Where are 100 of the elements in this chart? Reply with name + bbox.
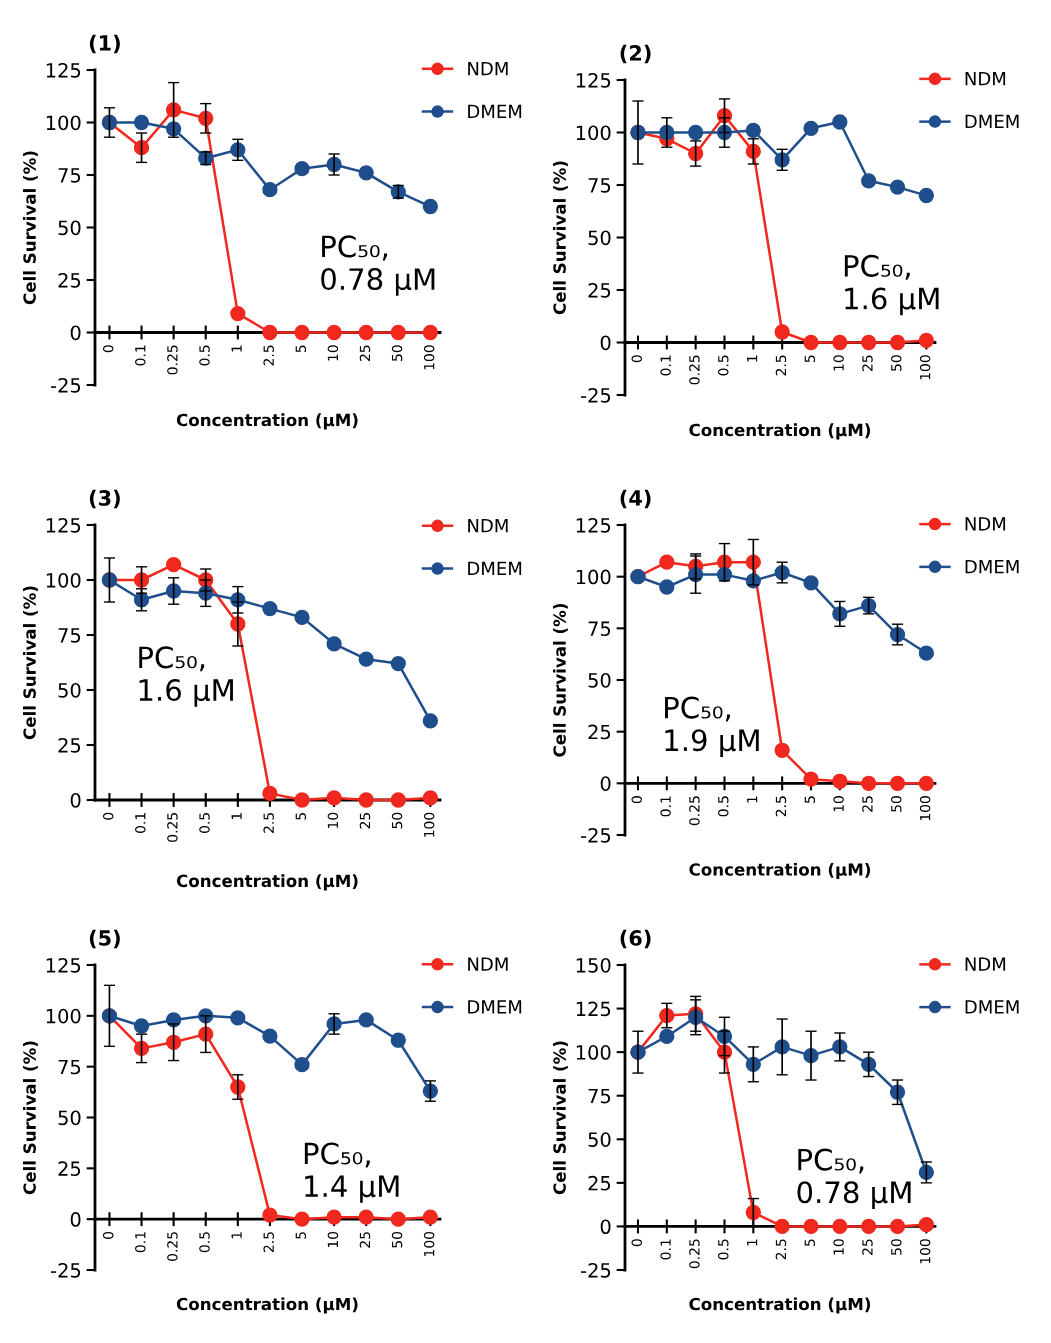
x-tick-label: 2.5 [263, 1232, 274, 1253]
y-tick-label: 100 [46, 1008, 81, 1024]
y-tick-label: 50 [588, 1132, 611, 1147]
x-tick-label: 1 [747, 355, 758, 362]
x-tick-label: 25 [359, 345, 371, 361]
x-tick-label: 50 [891, 355, 902, 371]
legend-label: DMEM [965, 1000, 1019, 1014]
x-tick-label: 5 [804, 1239, 816, 1246]
chart-title: (5) [89, 929, 120, 949]
x-tick-label: 5 [295, 345, 307, 353]
y-tick-label: 50 [588, 672, 611, 688]
x-tick-label: 1 [231, 813, 242, 820]
x-tick-label: 100 [919, 355, 931, 380]
x-tick-label: 5 [295, 1232, 307, 1239]
y-axis-title: Cell Survival (%) [553, 603, 568, 757]
x-tick-label: 0.1 [135, 1232, 146, 1253]
y-tick-label: 75 [588, 621, 611, 636]
x-tick-label: 50 [391, 345, 403, 361]
annotation: PC₅₀, 1.6 µM [139, 646, 233, 707]
x-tick-label: 10 [833, 796, 844, 812]
x-tick-label: 100 [919, 1239, 931, 1264]
legend-label: NDM [468, 519, 508, 533]
legend-label: NDM [468, 62, 508, 76]
x-tick-label: 1 [747, 796, 758, 803]
x-tick-label: 100 [423, 1231, 435, 1256]
y-tick-label: 75 [58, 168, 81, 183]
y-axis-title: Cell Survival (%) [553, 1041, 568, 1195]
legend-label: NDM [965, 517, 1006, 531]
x-tick-label: 0.5 [199, 813, 210, 833]
x-tick-label: 0 [631, 1239, 643, 1247]
x-tick-label: 0 [631, 796, 643, 804]
y-tick-label: 125 [46, 517, 81, 533]
x-axis-title: Concentration (µM) [176, 1297, 358, 1314]
x-tick-label: 0.25 [689, 1239, 700, 1269]
chart-title: (4) [620, 489, 651, 509]
x-tick-label: 10 [327, 812, 339, 828]
y-axis-title: Cell Survival (%) [23, 151, 38, 305]
y-tick-label: 50 [588, 230, 611, 246]
x-tick-label: 0 [102, 1231, 114, 1239]
y-tick-label: -25 [51, 1262, 81, 1278]
x-tick-label: 5 [295, 813, 307, 820]
x-tick-label: 10 [833, 355, 844, 371]
annotation: PC₅₀, 0.78 µM [797, 1148, 911, 1209]
x-tick-label: 25 [862, 355, 873, 371]
y-tick-label: 125 [46, 957, 81, 973]
y-tick-label: -25 [581, 387, 611, 403]
x-tick-label: 100 [423, 812, 435, 837]
y-tick-label: 50 [58, 682, 81, 698]
legend-label: DMEM [468, 104, 522, 118]
x-tick-label: 0 [102, 812, 114, 820]
x-tick-label: 10 [833, 1239, 844, 1255]
x-tick-label: 0.25 [167, 813, 178, 842]
annotation: PC₅₀, 1.6 µM [844, 254, 939, 316]
y-tick-label: 125 [46, 62, 81, 78]
y-tick-label: 75 [58, 628, 81, 643]
chart-title: (6) [620, 929, 651, 949]
legend-label: NDM [965, 72, 1006, 86]
y-tick-label: 125 [576, 1001, 611, 1017]
x-tick-label: 0.1 [660, 796, 671, 817]
y-axis-title: Cell Survival (%) [23, 586, 38, 740]
x-tick-label: 0.25 [167, 1232, 178, 1261]
chart-title: (1) [89, 34, 120, 54]
x-tick-label: 0.1 [135, 813, 146, 833]
x-tick-label: 10 [327, 345, 339, 361]
x-tick-label: 50 [891, 796, 902, 812]
x-axis-title: Concentration (µM) [689, 1297, 871, 1314]
y-tick-label: 100 [46, 572, 81, 588]
x-tick-label: 0.5 [199, 1232, 210, 1253]
y-tick-label: 50 [58, 220, 81, 236]
chart-title: (2) [620, 44, 651, 64]
y-tick-label: 0 [600, 776, 611, 791]
y-tick-label: 25 [588, 724, 611, 740]
x-tick-label: 0.5 [718, 796, 729, 817]
x-tick-label: 2.5 [263, 813, 274, 833]
y-tick-label: 100 [576, 125, 611, 141]
x-tick-label: 25 [359, 1232, 371, 1248]
x-tick-label: 25 [862, 1239, 873, 1255]
y-tick-label: 50 [58, 1110, 81, 1126]
x-tick-label: 0.5 [718, 355, 729, 376]
y-tick-label: 25 [58, 737, 81, 753]
x-axis-title: Concentration (µM) [176, 874, 358, 891]
legend-label: DMEM [965, 114, 1019, 128]
x-tick-label: 0 [631, 355, 643, 363]
x-tick-label: 2.5 [263, 345, 274, 366]
y-tick-label: 0 [70, 1212, 81, 1227]
y-tick-label: 125 [576, 517, 611, 533]
x-axis-title: Concentration (µM) [689, 862, 871, 880]
y-tick-label: 0 [70, 325, 81, 341]
x-tick-label: 5 [804, 796, 816, 803]
annotation: PC₅₀, 1.4 µM [304, 1142, 399, 1203]
y-tick-label: 125 [576, 72, 611, 88]
y-tick-label: 100 [576, 1045, 611, 1060]
x-tick-label: 0.5 [199, 345, 210, 366]
annotation: PC₅₀, 1.9 µM [665, 696, 759, 757]
x-tick-label: 1 [231, 345, 242, 352]
y-tick-label: 25 [588, 1175, 611, 1191]
y-tick-label: 25 [58, 272, 81, 288]
annotation: PC₅₀, 0.78 µM [321, 235, 435, 296]
x-tick-label: 2.5 [775, 796, 787, 817]
y-tick-label: -25 [581, 1262, 611, 1278]
